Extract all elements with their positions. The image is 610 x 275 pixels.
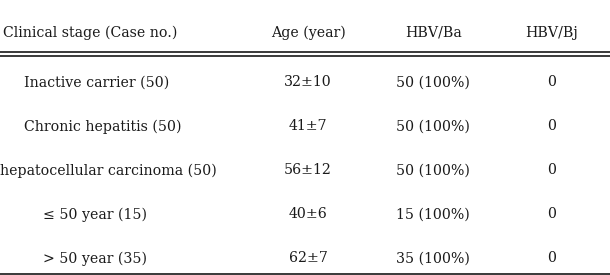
Text: 62±7: 62±7	[289, 252, 328, 265]
Text: 0: 0	[548, 164, 556, 177]
Text: Chronic hepatitis (50): Chronic hepatitis (50)	[24, 119, 182, 134]
Text: 0: 0	[548, 252, 556, 265]
Text: 40±6: 40±6	[289, 208, 328, 221]
Text: HBV/Ba: HBV/Ba	[404, 26, 462, 40]
Text: Age (year): Age (year)	[271, 26, 345, 40]
Text: 56±12: 56±12	[284, 164, 332, 177]
Text: > 50 year (35): > 50 year (35)	[43, 251, 146, 266]
Text: 50 (100%): 50 (100%)	[396, 76, 470, 89]
Text: 41±7: 41±7	[289, 120, 328, 133]
Text: Clinical stage (Case no.): Clinical stage (Case no.)	[3, 26, 178, 40]
Text: 0: 0	[548, 208, 556, 221]
Text: 50 (100%): 50 (100%)	[396, 164, 470, 177]
Text: ≤ 50 year (15): ≤ 50 year (15)	[43, 207, 146, 222]
Text: 50 (100%): 50 (100%)	[396, 120, 470, 133]
Text: Inactive carrier (50): Inactive carrier (50)	[24, 76, 170, 89]
Text: hepatocellular carcinoma (50): hepatocellular carcinoma (50)	[0, 163, 217, 178]
Text: 0: 0	[548, 120, 556, 133]
Text: 0: 0	[548, 76, 556, 89]
Text: 35 (100%): 35 (100%)	[396, 252, 470, 265]
Text: 32±10: 32±10	[284, 76, 332, 89]
Text: HBV/Bj: HBV/Bj	[526, 26, 578, 40]
Text: 15 (100%): 15 (100%)	[396, 208, 470, 221]
